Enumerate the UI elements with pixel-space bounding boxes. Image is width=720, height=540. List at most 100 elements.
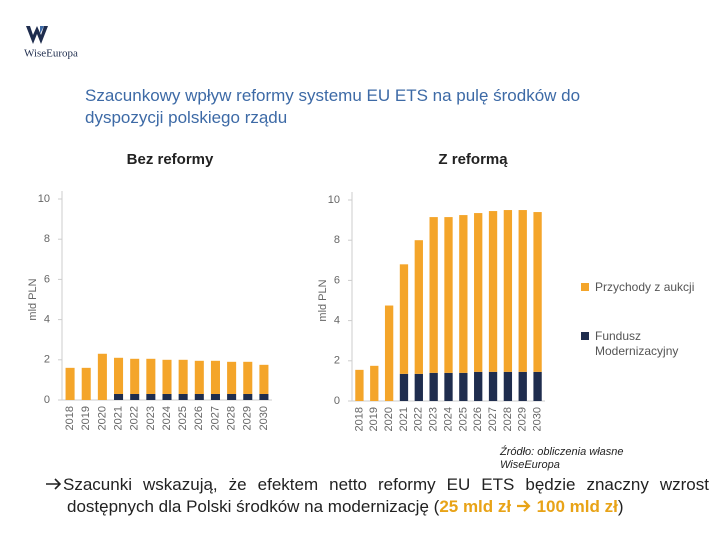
bar-segment	[210, 360, 220, 394]
bar-segment	[114, 357, 124, 394]
x-tick-label: 2026	[472, 407, 484, 431]
bar-segment	[194, 393, 204, 400]
bar-segment	[518, 210, 527, 372]
bar-segment	[459, 215, 468, 373]
y-tick-label: 10	[38, 193, 50, 205]
bar-segment	[210, 393, 220, 400]
bar-segment	[259, 364, 269, 394]
x-tick-label: 2024	[161, 406, 173, 430]
bar-segment	[243, 393, 253, 400]
x-tick-label: 2029	[242, 406, 254, 430]
legend-item: Przychody z aukcji	[581, 280, 710, 295]
bar-segment	[146, 358, 156, 394]
x-tick-label: 2030	[258, 406, 270, 430]
y-tick-label: 0	[334, 395, 340, 407]
bar-segment	[162, 393, 172, 400]
x-tick-label: 2025	[177, 406, 189, 430]
bar-segment	[65, 367, 75, 400]
x-tick-label: 2022	[129, 406, 141, 430]
y-tick-label: 6	[334, 274, 340, 286]
bar-segment	[474, 213, 483, 372]
bar-segment	[130, 358, 140, 394]
slide-title: Szacunkowy wpływ reformy systemu EU ETS …	[85, 86, 581, 127]
bar-segment	[259, 393, 269, 400]
bar-segment	[227, 361, 237, 394]
y-tick-label: 4	[334, 315, 340, 327]
bar-segment	[533, 371, 542, 401]
bar-segment	[444, 372, 453, 401]
conclusion: Szacunki wskazują, że efektem netto refo…	[45, 474, 709, 518]
bar-segment	[399, 264, 409, 374]
legend-label: Przychody z aukcji	[595, 280, 695, 294]
value-from: 25 mld zł	[439, 497, 512, 516]
x-tick-label: 2028	[226, 406, 238, 430]
bar-segment	[384, 305, 394, 401]
x-tick-label: 2024	[442, 407, 454, 431]
x-tick-label: 2018	[64, 406, 76, 430]
x-tick-label: 2019	[80, 406, 92, 430]
bar-segment	[488, 211, 498, 372]
y-tick-label: 10	[328, 194, 340, 206]
y-tick-label: 0	[44, 394, 50, 406]
x-tick-label: 2027	[487, 407, 499, 431]
bar-segment	[178, 393, 188, 400]
x-tick-label: 2027	[209, 406, 221, 430]
bar-segment	[178, 359, 188, 394]
x-tick-label: 2023	[428, 407, 440, 431]
bar-segment	[130, 393, 140, 400]
bar-segment	[414, 240, 423, 374]
value-to: 100 mld zł	[536, 497, 618, 516]
legend-label: Fundusz Modernizacyjny	[595, 329, 679, 358]
x-tick-label: 2019	[368, 407, 380, 431]
x-tick-label: 2022	[413, 407, 425, 431]
conclusion-end: )	[617, 497, 624, 516]
bar-segment	[459, 372, 468, 401]
chart-subtitle: Z reformą	[438, 151, 508, 168]
bar-segment	[488, 371, 498, 401]
x-tick-label: 2028	[502, 407, 514, 431]
bar-segment	[474, 371, 483, 401]
legend-item: Fundusz Modernizacyjny	[581, 329, 710, 359]
legend-swatch	[581, 283, 589, 291]
arrow-icon	[46, 478, 62, 490]
x-tick-label: 2026	[193, 406, 205, 430]
x-tick-label: 2021	[398, 407, 410, 431]
bar-segment	[114, 393, 124, 400]
y-axis-label: mld PLN	[27, 278, 39, 320]
bar-segment	[146, 393, 156, 400]
y-tick-label: 4	[44, 314, 50, 326]
y-tick-label: 2	[44, 354, 50, 366]
x-tick-label: 2018	[353, 407, 365, 431]
bar-segment	[194, 360, 204, 394]
bar-segment	[370, 365, 379, 401]
logo-icon	[26, 26, 48, 44]
bar-segment	[503, 371, 513, 401]
bar-segment	[533, 212, 542, 372]
bar-segment	[518, 371, 527, 401]
bar-segment	[414, 373, 423, 401]
x-tick-label: 2025	[457, 407, 469, 431]
y-axis-label: mld PLN	[317, 279, 329, 321]
y-tick-label: 2	[334, 355, 340, 367]
y-tick-label: 6	[44, 273, 50, 285]
bar-segment	[503, 210, 513, 372]
bar-segment	[97, 353, 107, 400]
y-tick-label: 8	[334, 234, 340, 246]
bar-segment	[429, 217, 438, 373]
x-tick-label: 2029	[517, 407, 529, 431]
bar-segment	[429, 372, 438, 401]
bar-segment	[243, 361, 253, 394]
x-tick-label: 2020	[383, 407, 395, 431]
x-tick-label: 2020	[96, 406, 108, 430]
x-tick-label: 2030	[531, 407, 543, 431]
bar-segment	[399, 373, 409, 401]
bar-segment	[81, 367, 91, 400]
bar-segment	[355, 369, 364, 401]
conclusion-text: Szacunki wskazują, że efektem netto refo…	[63, 475, 709, 516]
bar-segment	[444, 217, 453, 373]
y-tick-label: 8	[44, 233, 50, 245]
source-note: Źródło: obliczenia własne WiseEuropa	[500, 446, 624, 471]
x-tick-label: 2021	[112, 406, 124, 430]
